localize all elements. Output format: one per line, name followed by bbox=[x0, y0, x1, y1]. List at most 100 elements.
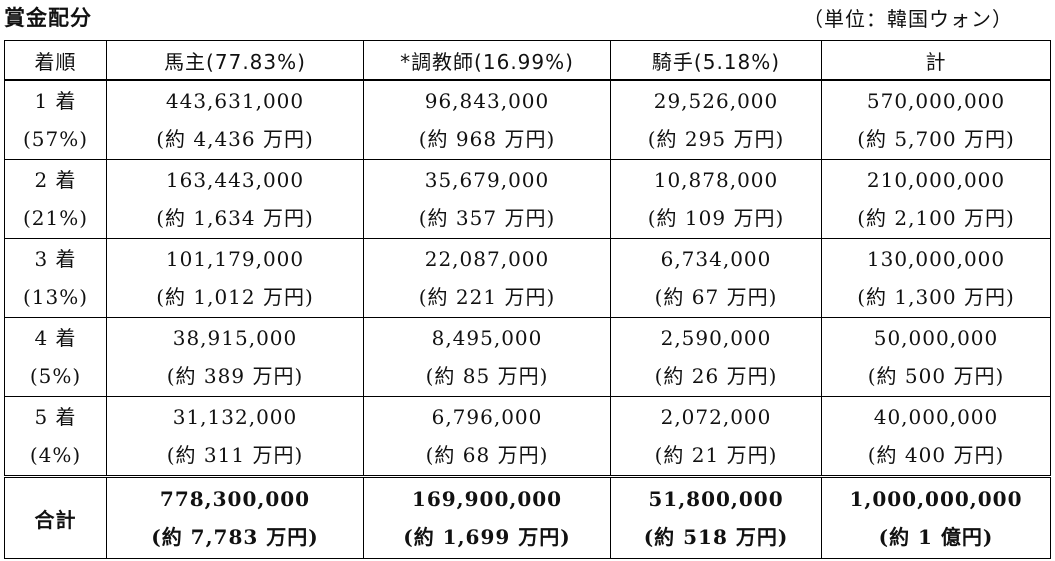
grand-total-cell: 1,000,000,000 (約 1 億円) bbox=[821, 476, 1051, 559]
amount: 40,000,000 bbox=[873, 405, 999, 429]
amount: 10,878,000 bbox=[653, 168, 779, 192]
amount: 1,000,000,000 bbox=[849, 487, 1023, 511]
place-label: 3 着 bbox=[34, 247, 77, 271]
approx-yen: (約 5,700 万円) bbox=[857, 127, 1015, 151]
jockey-cell: 10,878,000 (約 109 万円) bbox=[610, 159, 822, 239]
approx-yen: (約 1,699 万円) bbox=[403, 525, 571, 549]
place-cell: 2 着 (21%) bbox=[4, 159, 107, 239]
sum-cell: 570,000,000 (約 5,700 万円) bbox=[821, 79, 1051, 160]
approx-yen: (約 4,436 万円) bbox=[156, 127, 314, 151]
trainer-cell: 22,087,000 (約 221 万円) bbox=[363, 238, 611, 318]
approx-yen: (約 26 万円) bbox=[654, 364, 778, 388]
header-owner: 馬主(77.83%) bbox=[106, 40, 364, 81]
amount: 2,072,000 bbox=[660, 405, 772, 429]
approx-yen: (約 311 万円) bbox=[166, 443, 304, 467]
amount: 51,800,000 bbox=[648, 487, 784, 511]
amount: 169,900,000 bbox=[411, 487, 563, 511]
jockey-total-cell: 51,800,000 (約 518 万円) bbox=[610, 476, 822, 559]
owner-cell: 443,631,000 (約 4,436 万円) bbox=[106, 79, 364, 160]
place-label: 5 着 bbox=[34, 405, 77, 429]
approx-yen: (約 67 万円) bbox=[654, 285, 778, 309]
sum-cell: 40,000,000 (約 400 万円) bbox=[821, 396, 1051, 477]
header-trainer: *調教師(16.99%) bbox=[363, 40, 611, 81]
approx-yen: (約 109 万円) bbox=[647, 206, 785, 230]
approx-yen: (約 2,100 万円) bbox=[857, 206, 1015, 230]
amount: 6,734,000 bbox=[660, 247, 772, 271]
approx-yen: (約 68 万円) bbox=[425, 443, 549, 467]
amount: 210,000,000 bbox=[866, 168, 1006, 192]
owner-cell: 163,443,000 (約 1,634 万円) bbox=[106, 159, 364, 239]
place-cell: 4 着 (5%) bbox=[4, 317, 107, 397]
trainer-cell: 8,495,000 (約 85 万円) bbox=[363, 317, 611, 397]
approx-yen: (約 1 億円) bbox=[878, 525, 994, 549]
place-share: (21%) bbox=[22, 206, 89, 230]
place-label: 2 着 bbox=[34, 168, 77, 192]
amount: 96,843,000 bbox=[424, 89, 550, 113]
approx-yen: (約 500 万円) bbox=[867, 364, 1005, 388]
table-row: 4 着 (5%) 38,915,000 (約 389 万円) 8,495,000 (約… bbox=[4, 317, 1051, 397]
owner-cell: 31,132,000 (約 311 万円) bbox=[106, 396, 364, 477]
approx-yen: (約 518 万円) bbox=[643, 525, 789, 549]
approx-yen: (約 968 万円) bbox=[418, 127, 556, 151]
amount: 778,300,000 bbox=[159, 487, 311, 511]
place-share: (4%) bbox=[29, 443, 82, 467]
place-label: 1 着 bbox=[34, 89, 77, 113]
approx-yen: (約 295 万円) bbox=[647, 127, 785, 151]
unit-note: （単位：韓国ウォン） bbox=[803, 7, 1013, 31]
amount: 101,179,000 bbox=[165, 247, 305, 271]
amount: 31,132,000 bbox=[172, 405, 298, 429]
approx-yen: (約 7,783 万円) bbox=[151, 525, 319, 549]
amount: 38,915,000 bbox=[172, 326, 298, 350]
place-share: (57%) bbox=[22, 127, 89, 151]
owner-total-cell: 778,300,000 (約 7,783 万円) bbox=[106, 476, 364, 559]
trainer-cell: 96,843,000 (約 968 万円) bbox=[363, 79, 611, 160]
header-row: 着順 馬主(77.83%) *調教師(16.99%) 騎手(5.18%) 計 bbox=[4, 40, 1051, 81]
place-label: 4 着 bbox=[34, 326, 77, 350]
trainer-cell: 35,679,000 (約 357 万円) bbox=[363, 159, 611, 239]
approx-yen: (約 1,300 万円) bbox=[857, 285, 1015, 309]
table-row: 5 着 (4%) 31,132,000 (約 311 万円) 6,796,000 (約… bbox=[4, 396, 1051, 477]
total-label: 合計 bbox=[4, 476, 107, 559]
approx-yen: (約 21 万円) bbox=[654, 443, 778, 467]
amount: 6,796,000 bbox=[431, 405, 543, 429]
amount: 443,631,000 bbox=[165, 89, 305, 113]
place-share: (13%) bbox=[22, 285, 89, 309]
approx-yen: (約 389 万円) bbox=[166, 364, 304, 388]
owner-cell: 38,915,000 (約 389 万円) bbox=[106, 317, 364, 397]
table-row: 2 着 (21%) 163,443,000 (約 1,634 万円) 35,679,… bbox=[4, 159, 1051, 239]
approx-yen: (約 400 万円) bbox=[867, 443, 1005, 467]
approx-yen: (約 1,012 万円) bbox=[156, 285, 314, 309]
amount: 22,087,000 bbox=[424, 247, 550, 271]
sum-cell: 210,000,000 (約 2,100 万円) bbox=[821, 159, 1051, 239]
place-cell: 5 着 (4%) bbox=[4, 396, 107, 477]
header-sum: 計 bbox=[821, 40, 1051, 81]
jockey-cell: 6,734,000 (約 67 万円) bbox=[610, 238, 822, 318]
sum-cell: 130,000,000 (約 1,300 万円) bbox=[821, 238, 1051, 318]
place-share: (5%) bbox=[29, 364, 82, 388]
amount: 570,000,000 bbox=[866, 89, 1006, 113]
header-place: 着順 bbox=[4, 40, 107, 81]
total-row: 合計 778,300,000 (約 7,783 万円) 169,900,000 (約… bbox=[4, 476, 1051, 559]
sum-cell: 50,000,000 (約 500 万円) bbox=[821, 317, 1051, 397]
document-title: 賞金配分 bbox=[4, 6, 92, 30]
amount: 29,526,000 bbox=[653, 89, 779, 113]
place-cell: 3 着 (13%) bbox=[4, 238, 107, 318]
jockey-cell: 2,072,000 (約 21 万円) bbox=[610, 396, 822, 477]
jockey-cell: 29,526,000 (約 295 万円) bbox=[610, 79, 822, 160]
approx-yen: (約 1,634 万円) bbox=[156, 206, 314, 230]
amount: 50,000,000 bbox=[873, 326, 999, 350]
amount: 8,495,000 bbox=[431, 326, 543, 350]
prize-distribution-table: 着順 馬主(77.83%) *調教師(16.99%) 騎手(5.18%) 計 1… bbox=[4, 40, 1051, 559]
approx-yen: (約 357 万円) bbox=[418, 206, 556, 230]
table-row: 3 着 (13%) 101,179,000 (約 1,012 万円) 22,087,… bbox=[4, 238, 1051, 318]
amount: 2,590,000 bbox=[660, 326, 772, 350]
table-row: 1 着 (57%) 443,631,000 (約 4,436 万円) 96,843,… bbox=[4, 79, 1051, 160]
trainer-cell: 6,796,000 (約 68 万円) bbox=[363, 396, 611, 477]
place-cell: 1 着 (57%) bbox=[4, 79, 107, 160]
approx-yen: (約 221 万円) bbox=[418, 285, 556, 309]
amount: 130,000,000 bbox=[866, 247, 1006, 271]
jockey-cell: 2,590,000 (約 26 万円) bbox=[610, 317, 822, 397]
amount: 163,443,000 bbox=[165, 168, 305, 192]
amount: 35,679,000 bbox=[424, 168, 550, 192]
approx-yen: (約 85 万円) bbox=[425, 364, 549, 388]
